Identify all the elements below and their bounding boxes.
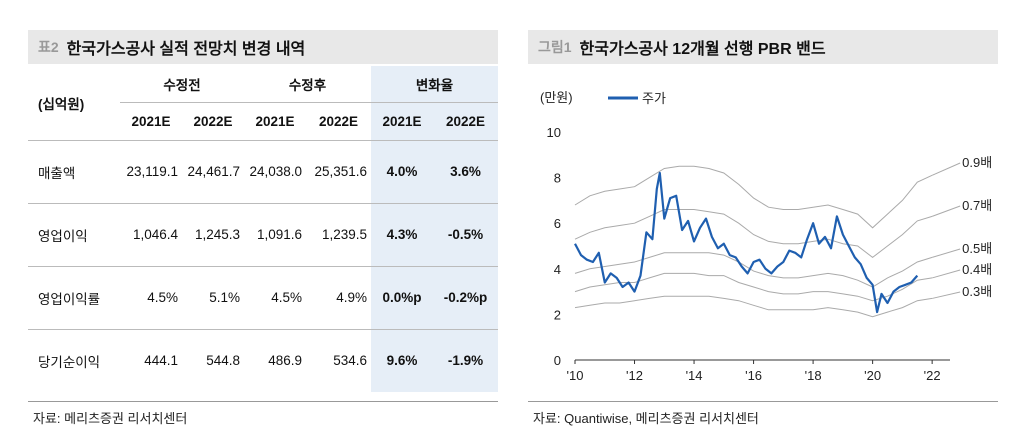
year-header: 2022E	[433, 102, 498, 141]
table-cell: 444.1	[144, 353, 178, 369]
table-cell: 486.9	[268, 353, 302, 369]
table-row: 영업이익 1,046.4 1,245.3 1,091.6 1,239.5 4.3…	[28, 203, 498, 267]
row-label: 매출액	[28, 140, 120, 204]
table-cell: 544.8	[206, 353, 240, 369]
x-tick-label: '16	[745, 368, 762, 383]
row-label: 영업이익	[28, 203, 120, 267]
year-header: 2021E	[120, 102, 182, 141]
table-cell: 1,046.4	[120, 203, 182, 267]
pbr-band-line	[574, 209, 933, 259]
band-label: 0.5배	[962, 241, 992, 256]
year-header: 2022E	[182, 102, 244, 141]
right-source: 자료: Quantiwise, 메리츠증권 리서치센터	[533, 411, 759, 426]
table-row: 매출액 23,119.1 24,461.7 24,038.0 25,351.6 …	[28, 140, 498, 204]
table-cell: 3.6%	[433, 140, 498, 204]
y-tick-label: 6	[554, 216, 561, 231]
left-panel-title: 표2 한국가스공사 실적 전망치 변경 내역	[28, 30, 498, 64]
forecast-table: (십억원) 수정전 수정후 변화율 2021E 2022E 2021E 2022…	[28, 66, 498, 392]
pbr-band-chart: '10 '12 '14 '16 '18 '20 '22 0 2 4 6 8 10 (만원) 주가 0.9배 0.…	[540, 90, 992, 383]
band-label-leader	[931, 205, 961, 217]
table-cell: 9.6%	[371, 329, 433, 392]
table-cell: 4.0%	[371, 140, 433, 204]
y-tick-label: 8	[554, 171, 561, 186]
pbr-band-line	[574, 165, 933, 229]
right-panel-title: 그림1 한국가스공사 12개월 선행 PBR 밴드	[528, 30, 998, 64]
table-cell: -0.2%p	[433, 266, 498, 330]
year-header: 2022E	[306, 102, 371, 141]
table-row: 영업이익률 4.5% 5.1% 4.5% 4.9% 0.0%p -0.2%p	[28, 266, 498, 330]
y-tick-label: 0	[554, 353, 561, 368]
table-cell: 4.9%	[306, 266, 371, 330]
band-label: 0.3배	[962, 284, 992, 299]
unit-label: (십억원)	[28, 66, 120, 141]
table-cell: 4.5%	[244, 266, 306, 330]
band-label-leader	[931, 248, 961, 258]
table-cell: 23,119.1	[120, 140, 182, 204]
table-row: 당기순이익 444.1 544.8 486.9 534.6 9.6% -1.9%	[28, 329, 498, 392]
table-cell: 4.5%	[120, 266, 182, 330]
group-header-before: 수정전	[120, 66, 244, 103]
left-bottom-rule	[28, 401, 498, 402]
left-source: 자료: 메리츠증권 리서치센터	[33, 411, 188, 426]
table-cell: -1.9%	[433, 329, 498, 392]
band-label-leader	[932, 291, 961, 299]
band-label: 0.4배	[962, 262, 992, 277]
price-line	[574, 171, 919, 314]
y-tick-label: 2	[554, 307, 561, 322]
band-label-leader	[931, 162, 961, 176]
table-tag: 표2	[38, 39, 59, 55]
year-header: 2021E	[244, 102, 306, 141]
band-label: 0.7배	[962, 198, 992, 213]
x-tick-label: '14	[686, 368, 703, 383]
y-tick-label: 4	[554, 262, 561, 277]
table-title: 한국가스공사 실적 전망치 변경 내역	[66, 41, 306, 58]
band-label: 0.9배	[962, 155, 992, 170]
table-cell: 24,461.7	[182, 140, 244, 204]
x-tick-label: '18	[805, 368, 822, 383]
x-tick-label: '22	[924, 368, 941, 383]
group-header-change: 변화율	[371, 66, 498, 103]
y-tick-label: 10	[547, 125, 561, 140]
figure-tag: 그림1	[538, 39, 572, 55]
table-cell: 24,038.0	[244, 140, 306, 204]
table-cell: 25,351.6	[306, 140, 371, 204]
table-cell: 534.6	[333, 353, 367, 369]
x-tick-label: '12	[626, 368, 643, 383]
year-header: 2021E	[371, 102, 433, 141]
row-label: 당기순이익	[38, 354, 101, 370]
legend-label: 주가	[642, 91, 666, 106]
pbr-band-line	[574, 295, 933, 318]
right-bottom-rule	[528, 401, 998, 402]
pbr-band-line	[574, 272, 933, 302]
table-cell: -0.5%	[433, 203, 498, 267]
group-header-after: 수정후	[244, 66, 371, 103]
table-cell: 1,239.5	[306, 203, 371, 267]
y-axis-label: (만원)	[540, 90, 573, 105]
table-cell: 4.3%	[371, 203, 433, 267]
table-cell: 0.0%p	[371, 266, 433, 330]
band-label-leader	[932, 269, 961, 279]
table-cell: 5.1%	[182, 266, 244, 330]
x-tick-label: '20	[864, 368, 881, 383]
table-cell: 1,091.6	[244, 203, 306, 267]
x-tick-label: '10	[567, 368, 584, 383]
figure-title: 한국가스공사 12개월 선행 PBR 밴드	[579, 41, 826, 58]
table-cell: 1,245.3	[182, 203, 244, 267]
row-label: 영업이익률	[28, 266, 120, 330]
